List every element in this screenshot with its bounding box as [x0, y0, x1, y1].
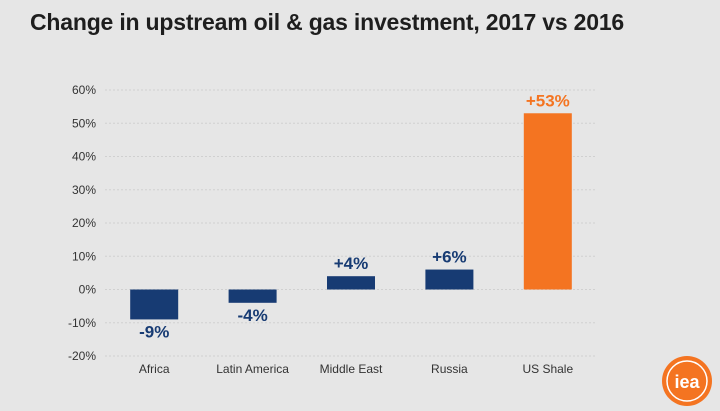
logo-text: iea [674, 372, 700, 392]
y-tick-label: 60% [72, 83, 96, 97]
y-tick-label: 0% [79, 283, 97, 297]
data-label: -4% [237, 306, 267, 325]
gridlines [105, 89, 597, 357]
logo-ring [666, 360, 708, 402]
logo-circle [662, 356, 712, 406]
chart-title: Change in upstream oil & gas investment,… [30, 9, 625, 35]
y-tick-label: 30% [72, 183, 96, 197]
x-tick-label: Middle East [320, 362, 383, 376]
y-tick-label: -10% [68, 316, 96, 330]
y-tick-label: -20% [68, 349, 96, 363]
y-tick-label: 40% [72, 150, 96, 164]
bar-africa [130, 289, 179, 320]
x-tick-label: Latin America [216, 362, 289, 376]
iea-logo: iea [662, 356, 712, 406]
x-tick-label: Russia [431, 362, 468, 376]
bar-us-shale [523, 113, 572, 290]
x-axis-tick-labels: Africa Latin America Middle East Russia US S… [139, 362, 574, 376]
data-labels: -9% -4% +4% +6% +53% [139, 91, 570, 341]
data-label: +53% [526, 91, 570, 110]
x-tick-label: Africa [139, 362, 170, 376]
y-axis-tick-labels: -20% -10% 0% 10% 20% 30% 40% 50% 60% [68, 83, 96, 363]
data-label: +4% [334, 254, 369, 273]
data-label: -9% [139, 322, 169, 341]
y-tick-label: 10% [72, 249, 96, 263]
bar-middle-east [327, 276, 375, 290]
y-tick-label: 20% [72, 216, 96, 230]
bar-latin-america [228, 289, 277, 303]
bars [130, 113, 572, 320]
y-tick-label: 50% [72, 116, 96, 130]
x-tick-label: US Shale [522, 362, 573, 376]
bar-russia [425, 269, 474, 290]
data-label: +6% [432, 248, 467, 267]
